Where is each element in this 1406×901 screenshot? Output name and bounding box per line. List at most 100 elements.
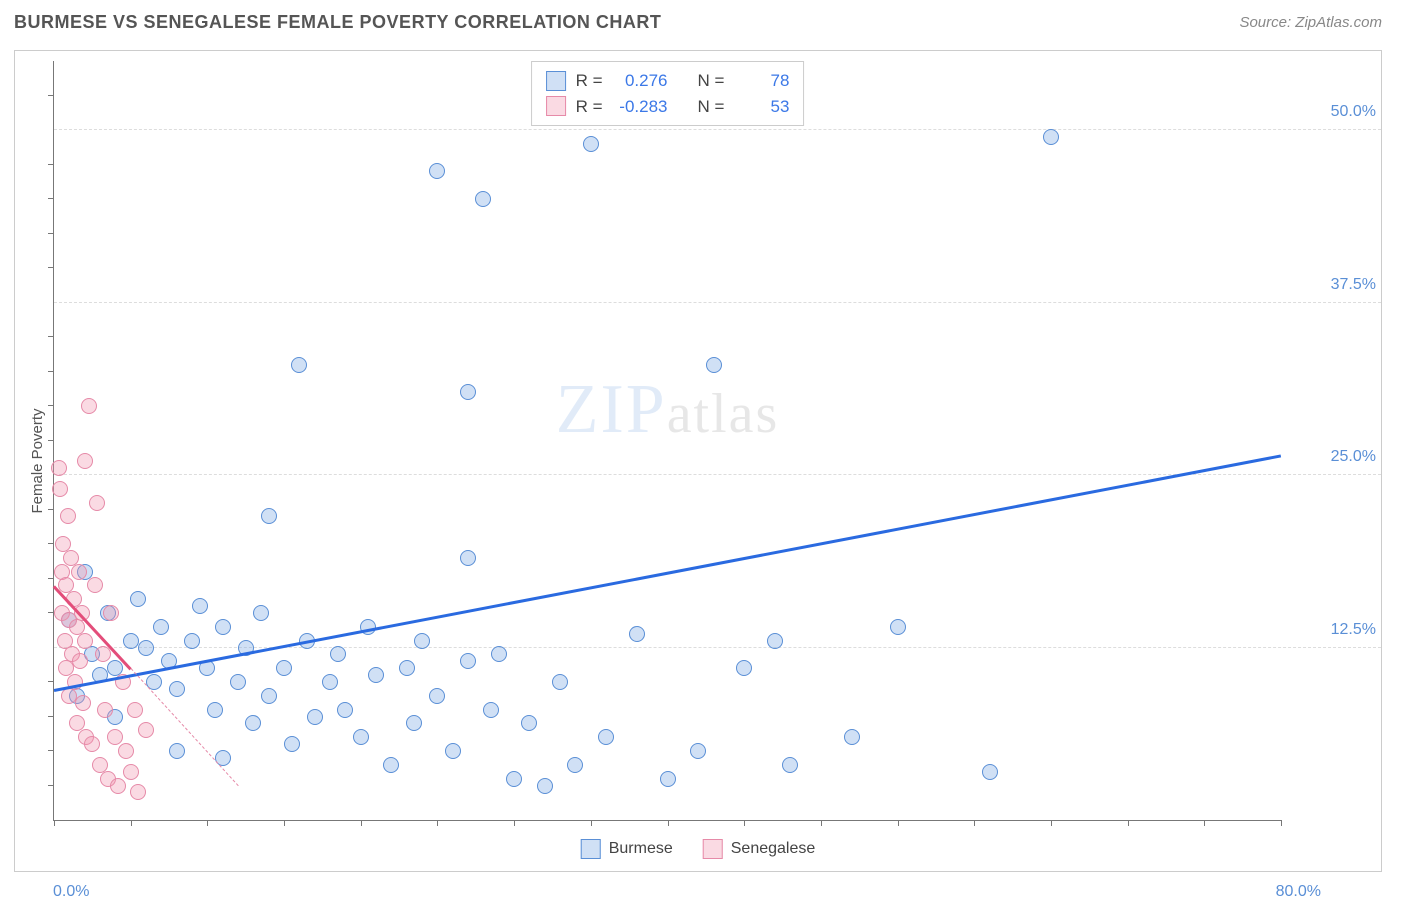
chart-title: BURMESE VS SENEGALESE FEMALE POVERTY COR… — [14, 12, 661, 33]
y-tick — [48, 543, 54, 544]
data-point — [97, 702, 113, 718]
data-point — [706, 357, 722, 373]
data-point — [537, 778, 553, 794]
data-point — [445, 743, 461, 759]
gridline — [54, 129, 1381, 130]
y-tick-label: 12.5% — [1331, 621, 1376, 639]
data-point — [77, 633, 93, 649]
legend-row-burmese: R = 0.276 N = 78 — [546, 68, 790, 94]
y-tick — [48, 336, 54, 337]
data-point — [60, 508, 76, 524]
data-point — [736, 660, 752, 676]
plot-area: ZIPatlas R = 0.276 N = 78 R = -0.283 N =… — [53, 61, 1281, 821]
data-point — [123, 764, 139, 780]
y-tick — [48, 371, 54, 372]
data-point — [629, 626, 645, 642]
data-point — [284, 736, 300, 752]
data-point — [322, 674, 338, 690]
legend-row-senegalese: R = -0.283 N = 53 — [546, 94, 790, 120]
data-point — [153, 619, 169, 635]
data-point — [460, 550, 476, 566]
watermark-atlas: atlas — [667, 383, 780, 445]
data-point — [353, 729, 369, 745]
x-tick — [591, 820, 592, 826]
data-point — [89, 495, 105, 511]
n-label: N = — [698, 68, 725, 94]
data-point — [276, 660, 292, 676]
data-point — [127, 702, 143, 718]
x-tick — [1051, 820, 1052, 826]
senegalese-n-value: 53 — [734, 94, 789, 120]
y-tick — [48, 440, 54, 441]
source-label: Source: ZipAtlas.com — [1239, 14, 1382, 31]
x-tick — [1281, 820, 1282, 826]
data-point — [138, 722, 154, 738]
correlation-legend: R = 0.276 N = 78 R = -0.283 N = 53 — [531, 61, 805, 126]
x-tick — [898, 820, 899, 826]
x-min-label: 0.0% — [53, 883, 89, 901]
data-point — [429, 163, 445, 179]
data-point — [84, 736, 100, 752]
data-point — [491, 646, 507, 662]
legend-item-senegalese: Senegalese — [703, 839, 816, 859]
y-tick — [48, 267, 54, 268]
y-tick-label: 25.0% — [1331, 448, 1376, 466]
gridline — [54, 302, 1381, 303]
y-tick — [48, 164, 54, 165]
data-point — [184, 633, 200, 649]
data-point — [383, 757, 399, 773]
n-label: N = — [698, 94, 725, 120]
x-tick — [284, 820, 285, 826]
x-tick — [821, 820, 822, 826]
x-tick — [437, 820, 438, 826]
burmese-swatch-icon — [546, 71, 566, 91]
data-point — [71, 564, 87, 580]
data-point — [215, 619, 231, 635]
x-tick — [514, 820, 515, 826]
data-point — [75, 695, 91, 711]
data-point — [406, 715, 422, 731]
burmese-r-value: 0.276 — [613, 68, 668, 94]
data-point — [414, 633, 430, 649]
senegalese-swatch-icon — [546, 96, 566, 116]
data-point — [110, 778, 126, 794]
data-point — [1043, 129, 1059, 145]
chart-container: Female Poverty ZIPatlas R = 0.276 N = 78… — [14, 50, 1382, 872]
data-point — [130, 591, 146, 607]
y-axis-label: Female Poverty — [29, 408, 46, 513]
data-point — [253, 605, 269, 621]
data-point — [138, 640, 154, 656]
data-point — [130, 784, 146, 800]
data-point — [107, 729, 123, 745]
x-tick — [207, 820, 208, 826]
data-point — [982, 764, 998, 780]
data-point — [483, 702, 499, 718]
y-tick — [48, 750, 54, 751]
series-legend: Burmese Senegalese — [581, 839, 816, 859]
x-tick — [131, 820, 132, 826]
x-tick — [361, 820, 362, 826]
data-point — [583, 136, 599, 152]
y-tick — [48, 233, 54, 234]
data-point — [475, 191, 491, 207]
y-tick — [48, 95, 54, 96]
data-point — [767, 633, 783, 649]
data-point — [169, 743, 185, 759]
data-point — [782, 757, 798, 773]
senegalese-label: Senegalese — [731, 840, 816, 858]
r-label: R = — [576, 68, 603, 94]
data-point — [460, 384, 476, 400]
data-point — [552, 674, 568, 690]
watermark: ZIPatlas — [556, 370, 780, 450]
data-point — [844, 729, 860, 745]
x-tick — [974, 820, 975, 826]
r-label: R = — [576, 94, 603, 120]
y-tick-label: 50.0% — [1331, 103, 1376, 121]
x-tick — [668, 820, 669, 826]
data-point — [103, 605, 119, 621]
data-point — [207, 702, 223, 718]
data-point — [230, 674, 246, 690]
data-point — [368, 667, 384, 683]
data-point — [291, 357, 307, 373]
y-tick — [48, 785, 54, 786]
